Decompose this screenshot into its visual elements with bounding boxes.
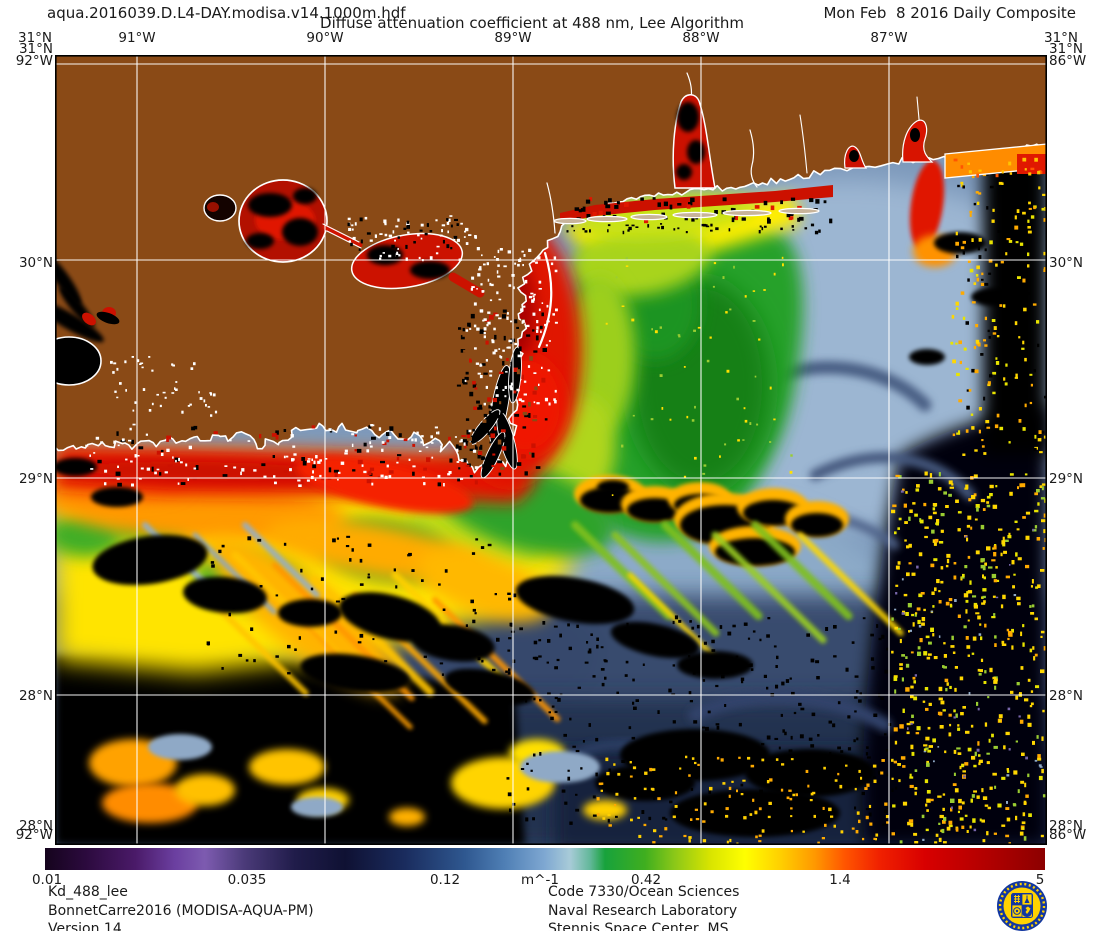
colorbar-gradient <box>45 848 1045 870</box>
axis-label: 28°N <box>18 688 53 704</box>
product-line: Kd_488_lee <box>48 884 128 900</box>
composite-date: Mon Feb 8 2016 Daily Composite <box>823 4 1076 22</box>
colorbar-tick: 0.42 <box>630 872 662 888</box>
land-and-coastline <box>55 55 1047 474</box>
colorbar-tick: 0.035 <box>227 872 267 888</box>
marsh-speckles <box>85 215 558 487</box>
axis-label: 91°W <box>118 30 156 46</box>
org-line: Stennis Space Center, MS <box>548 921 729 931</box>
lakes-and-bays <box>203 94 1047 479</box>
axis-label: 30°N <box>1049 255 1084 271</box>
axis-label: 28°N <box>18 818 53 834</box>
axis-label: 31°N <box>1043 30 1079 46</box>
org-line: Naval Research Laboratory <box>548 902 738 919</box>
axis-label: 31°N <box>17 30 53 46</box>
colorbar-tick: 5 <box>1035 872 1045 888</box>
axis-label: 89°W <box>494 30 532 46</box>
product-line: BonnetCarre2016 (MODISA-AQUA-PM) <box>48 902 314 919</box>
axis-label: 29°N <box>1049 471 1084 487</box>
colorbar <box>45 848 1045 870</box>
colorbar-tick: 0.12 <box>429 872 461 888</box>
satellite-map-canvas <box>55 55 1047 845</box>
axis-label: 86°W <box>1049 827 1087 843</box>
map-border <box>55 55 1047 845</box>
axis-label: 92°W <box>15 53 53 69</box>
axis-label: 90°W <box>306 30 344 46</box>
product-line: Version 14 <box>48 921 122 931</box>
axis-label: 92°W <box>15 827 53 843</box>
seal-ring-text <box>998 882 1046 930</box>
nodata-speckle-field <box>206 150 1047 845</box>
axis-label: 30°N <box>18 255 53 271</box>
axis-label: 31°N <box>18 41 53 57</box>
seal-shield <box>1011 893 1033 918</box>
organization-block: Code 7330/Ocean Sciences Naval Research L… <box>548 883 739 931</box>
axis-label: 28°N <box>1049 818 1084 834</box>
colorbar-tick: 1.4 <box>829 872 851 888</box>
nrl-seal-logo <box>997 881 1047 931</box>
source-filename: aqua.2016039.D.L4-DAY.modisa.v14.1000m.h… <box>47 4 406 22</box>
page-title: Diffuse attenuation coefficient at 488 n… <box>320 14 744 32</box>
axis-label: 28°N <box>1049 688 1084 704</box>
axis-label: 86°W <box>1049 53 1087 69</box>
org-line: Code 7330/Ocean Sciences <box>548 884 740 900</box>
colorbar-tick: m^-1 <box>521 872 559 888</box>
product-info-block: Kd_488_lee BonnetCarre2016 (MODISA-AQUA-P… <box>48 883 314 931</box>
axis-label: 31°N <box>1049 41 1084 57</box>
axis-label: 87°W <box>870 30 908 46</box>
axis-label: 88°W <box>682 30 720 46</box>
axis-label: 29°N <box>18 471 53 487</box>
colorbar-tick: 0.01 <box>31 872 63 888</box>
latlon-gridlines <box>55 55 1047 845</box>
